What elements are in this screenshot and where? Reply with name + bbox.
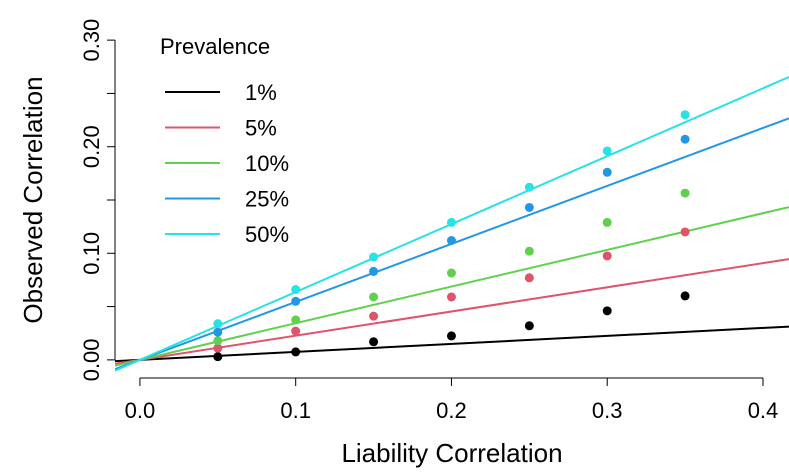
point [291, 326, 301, 336]
point [446, 268, 456, 278]
x-tick-label: 0.4 [748, 398, 779, 423]
point [602, 306, 612, 316]
point [602, 167, 612, 177]
legend-label: 5% [245, 116, 277, 141]
y-tick-label: 0.20 [79, 125, 104, 168]
legend-title: Prevalence [160, 34, 270, 59]
x-tick-label: 0.3 [592, 398, 623, 423]
fit-line [115, 258, 789, 365]
legend-label: 50% [245, 222, 289, 247]
y-axis-title: Observed Correlation [18, 76, 48, 323]
point [213, 319, 223, 329]
point [446, 217, 456, 227]
point [291, 315, 301, 325]
point [602, 217, 612, 227]
legend-label: 25% [245, 187, 289, 212]
point [291, 296, 301, 306]
point [524, 202, 534, 212]
y-tick-label: 0.00 [79, 338, 104, 381]
point [524, 246, 534, 256]
point [602, 146, 612, 156]
point [213, 327, 223, 337]
point [524, 182, 534, 192]
point [680, 134, 690, 144]
y-tick-label: 0.30 [79, 19, 104, 62]
point [213, 343, 223, 353]
point [680, 227, 690, 237]
point [680, 291, 690, 301]
point [680, 110, 690, 120]
point [680, 188, 690, 198]
x-axis-title: Liability Correlation [341, 438, 562, 468]
point [369, 337, 379, 347]
point [213, 336, 223, 346]
legend-label: 1% [245, 80, 277, 105]
point [213, 352, 223, 362]
point [291, 285, 301, 295]
fit-line [115, 206, 789, 367]
legend-label: 10% [245, 151, 289, 176]
x-tick-label: 0.2 [436, 398, 467, 423]
point [291, 347, 301, 357]
point [446, 236, 456, 246]
point [446, 331, 456, 341]
point [369, 266, 379, 276]
point [602, 251, 612, 261]
point [369, 252, 379, 262]
point [524, 273, 534, 283]
point [446, 292, 456, 302]
point [524, 321, 534, 331]
point [369, 311, 379, 321]
plot-area [115, 76, 789, 372]
point [369, 292, 379, 302]
y-tick-label: 0.10 [79, 232, 104, 275]
fit-line [115, 325, 789, 363]
x-tick-label: 0.1 [280, 398, 311, 423]
x-tick-label: 0.0 [125, 398, 156, 423]
